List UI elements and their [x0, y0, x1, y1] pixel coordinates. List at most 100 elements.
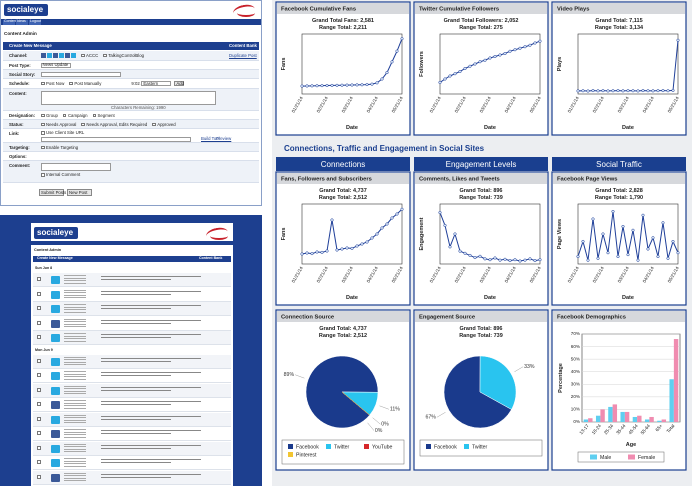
- option-box[interactable]: [81, 122, 85, 126]
- option-box[interactable]: [41, 145, 45, 149]
- option-box[interactable]: [41, 113, 45, 117]
- option-box[interactable]: [103, 53, 107, 57]
- label-leader: [379, 405, 389, 410]
- zone-box[interactable]: [141, 80, 172, 86]
- form-button[interactable]: [39, 189, 64, 196]
- option-box[interactable]: [62, 113, 67, 117]
- panel-link[interactable]: Content Bank: [229, 43, 257, 48]
- approve-check[interactable]: [37, 277, 41, 281]
- logo: socialeye: [34, 227, 78, 239]
- menu-tab[interactable]: Content: [3, 19, 17, 25]
- meta-line: [64, 364, 86, 365]
- link[interactable]: Build Tool: [201, 136, 220, 141]
- option-box[interactable]: [41, 122, 45, 126]
- data-point: [320, 84, 324, 88]
- legend-label: Female: [638, 455, 655, 461]
- bar: [620, 411, 625, 422]
- pie-slice: [341, 391, 370, 416]
- channel-icon[interactable]: [65, 53, 70, 58]
- link[interactable]: Preview: [216, 136, 232, 141]
- option-label: Approved: [157, 121, 176, 127]
- approve-check[interactable]: [37, 387, 41, 392]
- approve-check[interactable]: [37, 460, 41, 464]
- approve-check[interactable]: [37, 335, 41, 339]
- select-box[interactable]: [41, 62, 71, 68]
- form-row: [3, 120, 259, 129]
- data-point: [661, 89, 665, 93]
- data-point: [671, 88, 675, 92]
- option-box[interactable]: [41, 173, 45, 177]
- network-icon: [51, 459, 60, 467]
- data-point: [483, 58, 487, 62]
- bar: [661, 419, 667, 422]
- meta-line: [64, 306, 86, 308]
- data-point: [646, 247, 650, 251]
- legend-swatch: [590, 454, 597, 460]
- column-header: [552, 157, 686, 171]
- panel-title: Fans, Followers and Subscribers: [281, 177, 372, 183]
- option-box[interactable]: [41, 131, 45, 135]
- legend-swatch: [426, 444, 431, 449]
- meta-line: [64, 400, 86, 401]
- option-box[interactable]: [81, 53, 85, 57]
- menu-tab[interactable]: Ideas: [16, 19, 28, 25]
- y-tick-label: 10%: [571, 407, 580, 412]
- form-row: [3, 51, 259, 61]
- approve-check[interactable]: [37, 474, 41, 479]
- panel-link[interactable]: Content Bank: [199, 256, 223, 260]
- channel-icon[interactable]: [53, 53, 58, 58]
- duplicate-link[interactable]: Duplicate Post: [229, 52, 257, 58]
- option-box[interactable]: [152, 122, 156, 126]
- data-point: [375, 232, 379, 236]
- bar: [644, 419, 650, 422]
- approve-check[interactable]: [37, 416, 41, 421]
- approve-check[interactable]: [37, 291, 41, 296]
- data-point: [443, 77, 447, 81]
- text-input[interactable]: [41, 71, 121, 77]
- y-tick-label: 40%: [571, 369, 580, 374]
- channel-icon[interactable]: [71, 53, 76, 58]
- add-button[interactable]: [174, 80, 185, 86]
- data-point: [666, 256, 670, 260]
- option-box[interactable]: [92, 113, 97, 117]
- logo: socialeye: [4, 4, 48, 16]
- legend-box: [577, 451, 665, 463]
- channel-icon[interactable]: [59, 53, 64, 58]
- option-label: Enable Targeting: [46, 144, 79, 150]
- data-point: [300, 252, 304, 256]
- slice-label: 11%: [390, 407, 400, 413]
- form-button[interactable]: [67, 189, 92, 196]
- approve-check[interactable]: [37, 445, 41, 450]
- text-area[interactable]: [41, 90, 216, 105]
- data-point: [616, 89, 620, 93]
- data-point: [533, 259, 537, 263]
- meta-line: [64, 338, 86, 339]
- slice-label: 0%: [381, 422, 389, 428]
- option-box[interactable]: [41, 81, 45, 85]
- data-point: [380, 226, 384, 230]
- option-label: Needs Approval: [46, 121, 77, 127]
- option-box[interactable]: [69, 81, 73, 85]
- approve-check[interactable]: [37, 402, 41, 406]
- meta-line: [64, 321, 86, 322]
- menu-tab[interactable]: Logout: [29, 19, 41, 25]
- legend-label: Male: [600, 455, 611, 461]
- data-point: [395, 212, 399, 216]
- meta-line: [64, 388, 86, 389]
- channel-icon[interactable]: [47, 53, 52, 58]
- text-area[interactable]: [41, 162, 111, 171]
- data-point: [631, 228, 635, 232]
- panel-header: [277, 3, 409, 14]
- approve-check[interactable]: [37, 431, 41, 435]
- post-text-line: [101, 357, 201, 359]
- data-point: [335, 248, 339, 252]
- channel-icon[interactable]: [41, 53, 46, 58]
- link-input[interactable]: [41, 136, 191, 142]
- data-point: [395, 49, 399, 53]
- char-note: Characters Remaining: 1990: [111, 104, 166, 110]
- approve-check[interactable]: [37, 320, 41, 325]
- approve-check[interactable]: [37, 358, 41, 363]
- meta-line: [64, 376, 86, 377]
- approve-check[interactable]: [37, 306, 41, 310]
- approve-check[interactable]: [37, 373, 41, 377]
